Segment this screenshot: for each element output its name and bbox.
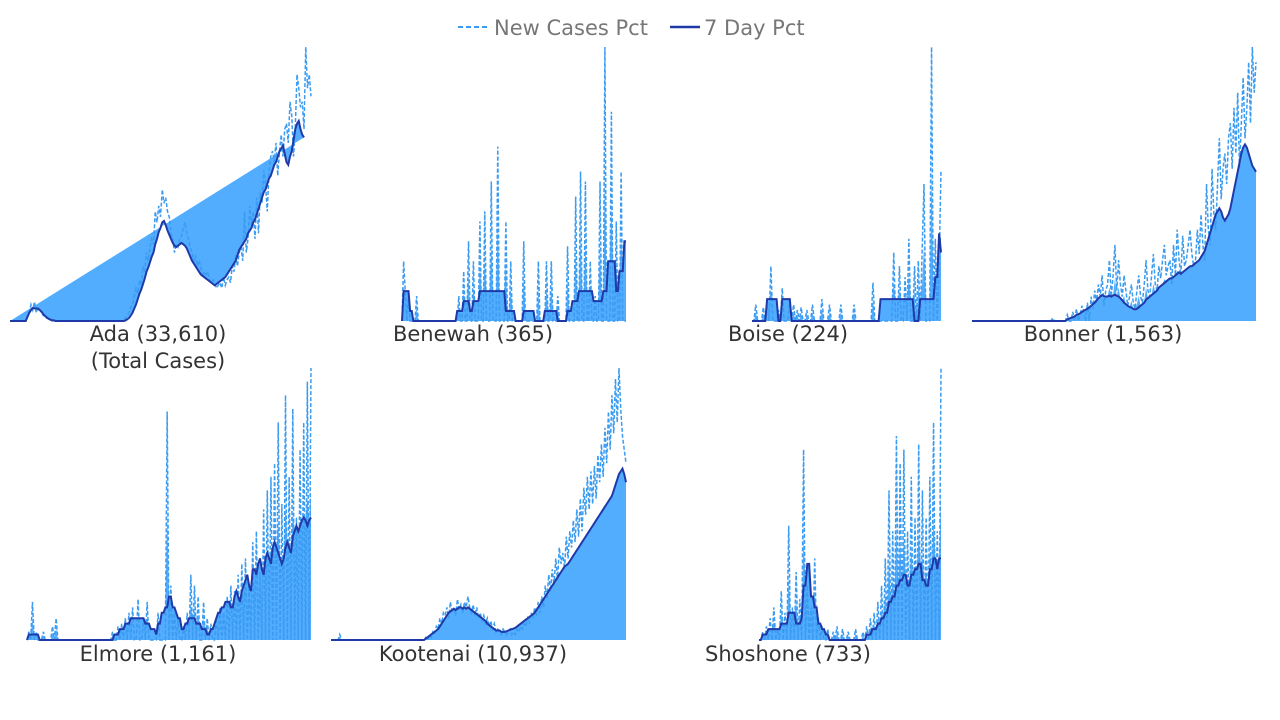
legend-label-new-cases-pct: New Cases Pct xyxy=(494,16,648,40)
panel-3-7-day-line xyxy=(972,142,1257,322)
panel-3: Bonner (1,563) xyxy=(972,46,1257,346)
panel-1-7-day-line xyxy=(401,240,626,322)
panel-6-new-cases-line xyxy=(759,367,942,641)
panel-2-label-0: Boise (224) xyxy=(728,322,848,346)
panel-1: Benewah (365) xyxy=(393,46,626,346)
panel-1-new-cases-line xyxy=(401,46,626,322)
panel-0-label-1: (Total Cases) xyxy=(91,349,225,373)
panel-6-7-day-line xyxy=(759,557,941,641)
panel-4: Elmore (1,161) xyxy=(26,367,312,666)
panel-0-label-0: Ada (33,610) xyxy=(90,322,227,346)
panel-2-new-cases-line xyxy=(752,46,942,322)
panel-6-label-0: Shoshone (733) xyxy=(705,642,871,666)
panel-6: Shoshone (733) xyxy=(705,367,942,666)
panel-5-area xyxy=(331,468,626,640)
panel-1-label-0: Benewah (365) xyxy=(393,322,553,346)
panel-2: Boise (224) xyxy=(728,46,942,346)
panel-5: Kootenai (10,937) xyxy=(331,367,627,666)
panel-4-label-0: Elmore (1,161) xyxy=(80,642,237,666)
panels: Ada (33,610) (Total Cases) Benewah (365) Bo… xyxy=(10,46,1257,666)
panel-4-7-day-line xyxy=(26,515,312,641)
panel-5-7-day-line xyxy=(331,466,627,641)
panel-3-area xyxy=(972,144,1256,321)
panel-2-7-day-line xyxy=(752,233,942,322)
panel-5-label-0: Kootenai (10,937) xyxy=(379,642,567,666)
legend: New Cases Pct 7 Day Pct xyxy=(458,16,805,40)
panel-0: Ada (33,610) (Total Cases) xyxy=(10,46,312,373)
panel-3-new-cases-line xyxy=(972,46,1257,322)
panel-4-area xyxy=(27,490,311,640)
panel-3-label-0: Bonner (1,563) xyxy=(1024,322,1183,346)
panel-2-area xyxy=(752,170,941,321)
panel-0-7-day-line xyxy=(10,118,305,322)
legend-label-7-day-pct: 7 Day Pct xyxy=(704,16,805,40)
